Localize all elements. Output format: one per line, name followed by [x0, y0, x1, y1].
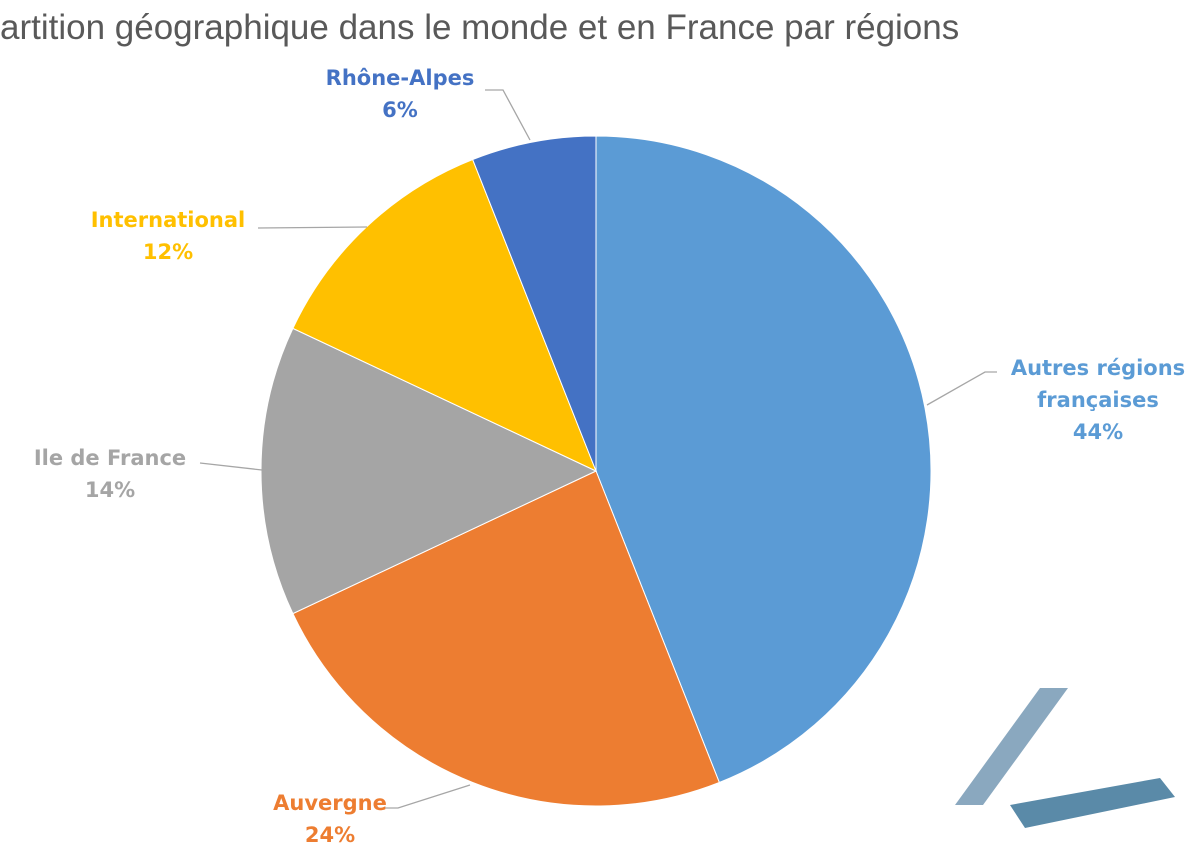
pie-slice [292, 470, 720, 807]
data-label: Auvergne 24% [225, 787, 435, 851]
logo-bar [1010, 778, 1175, 828]
data-label: International 12% [63, 204, 273, 268]
leader-line [485, 89, 531, 141]
label-name: Ile de France [33, 446, 187, 470]
chart-title: artition géographique dans le monde et e… [0, 8, 960, 47]
pie-slice [595, 135, 932, 784]
label-name: International [90, 208, 246, 232]
leader-line [926, 371, 997, 406]
logo-bar [955, 688, 1068, 805]
leader-line [385, 784, 471, 809]
label-value: 12% [142, 240, 194, 264]
label-value: 6% [382, 98, 418, 122]
pie-slice [260, 327, 598, 615]
label-value: 14% [84, 478, 136, 502]
data-label: Ile de France 14% [5, 442, 215, 506]
label-value: 44% [1072, 420, 1124, 444]
leader-line [199, 462, 263, 471]
data-label: Rhône-Alpes 6% [295, 62, 505, 126]
data-label: Autres régions françaises 44% [993, 352, 1203, 448]
pie-slice [472, 135, 597, 472]
label-name: Rhône-Alpes [325, 66, 475, 90]
label-name: Autres régions françaises [1010, 356, 1186, 412]
label-name: Auvergne [273, 791, 387, 815]
label-value: 24% [304, 823, 356, 847]
leader-line [257, 226, 368, 229]
